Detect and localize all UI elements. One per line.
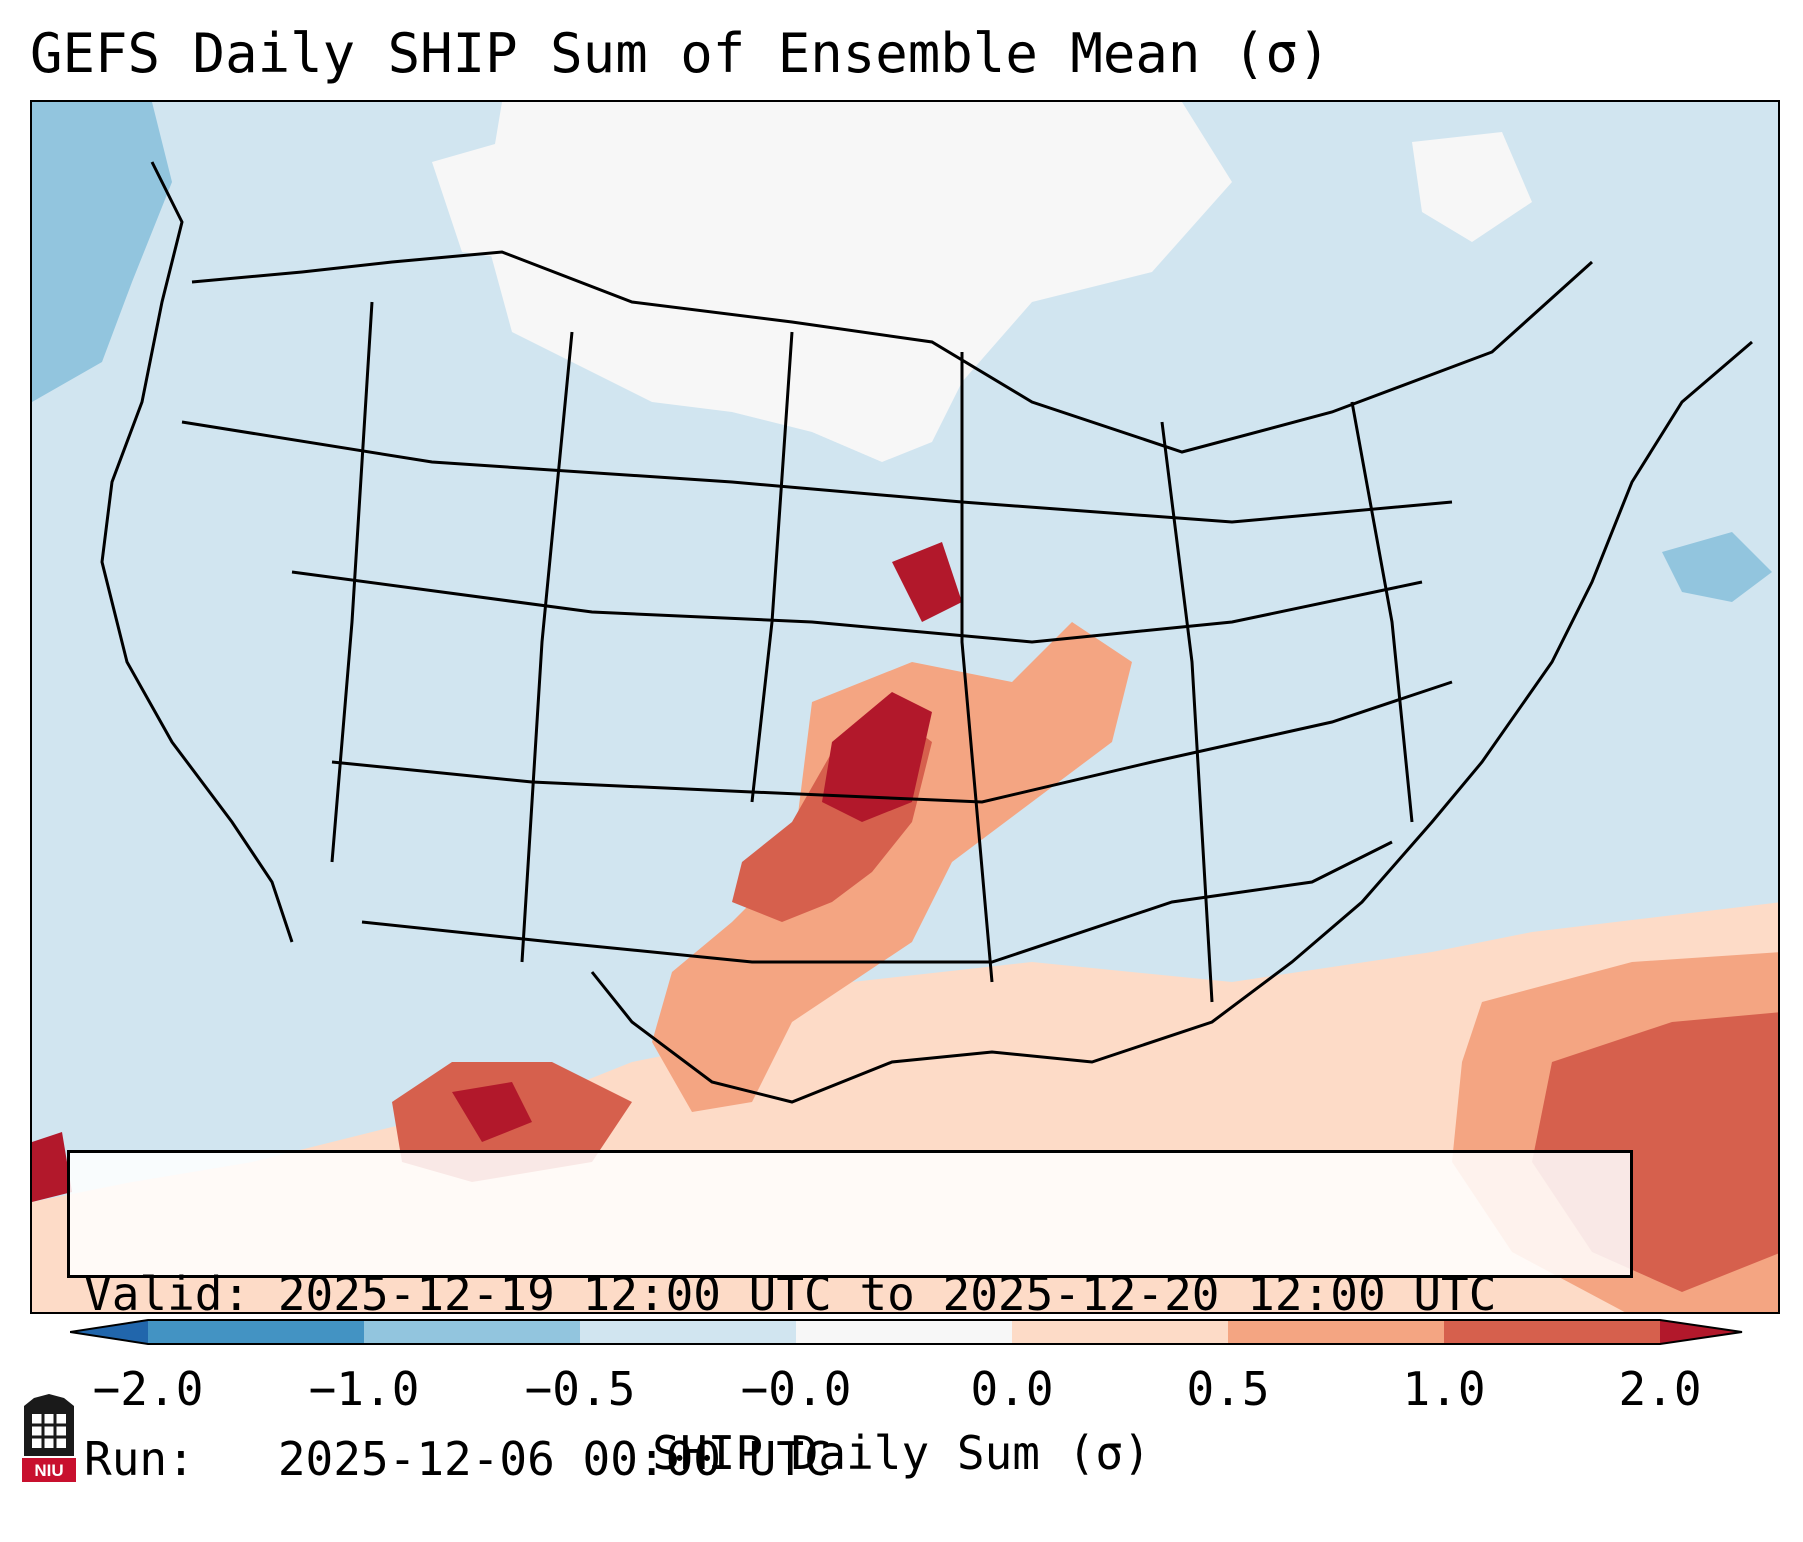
- meridian-line-3: [750, 331, 794, 803]
- colorbar-extend-high: [1660, 1320, 1742, 1344]
- colorbar-tick: 1.0: [1402, 1362, 1486, 1416]
- map-panel: [30, 100, 1780, 1314]
- colorbar-extend-low: [70, 1320, 148, 1344]
- colorbar-tick: −1.0: [308, 1362, 420, 1416]
- meridian-line-1: [330, 301, 374, 863]
- niu-logo-text: NIU: [34, 1461, 63, 1480]
- west-positive-core: [32, 1132, 72, 1202]
- colorbar-tick: −0.5: [524, 1362, 636, 1416]
- colorbar-tick: −0.0: [740, 1362, 852, 1416]
- mexico-positive-core: [452, 1082, 532, 1142]
- meridian-line-6: [1350, 401, 1414, 823]
- near-zero-northern-area: [482, 102, 1232, 462]
- near-zero-patch-2: [1412, 132, 1532, 242]
- colorbar-tick: 2.0: [1618, 1362, 1702, 1416]
- colorbar-bin-5: [1012, 1320, 1228, 1344]
- gulf-atlantic-coastline: [590, 340, 1753, 1104]
- colorbar-bin-2: [364, 1320, 580, 1344]
- missouri-positive-core: [892, 542, 962, 622]
- colorbar-tick: 0.5: [1186, 1362, 1270, 1416]
- colorbar-bin-7: [1444, 1320, 1660, 1344]
- meridian-line-2: [520, 331, 574, 963]
- colorbar-tick: 0.0: [970, 1362, 1054, 1416]
- northern-border: [191, 250, 1594, 454]
- colorbar-outline: [70, 1319, 1743, 1345]
- state-line-2: [291, 570, 1423, 644]
- colorbar-label: SHIP Daily Sum (σ): [652, 1426, 1151, 1480]
- meridian-line-4: [960, 352, 994, 983]
- west-coastline: [100, 161, 294, 943]
- near-zero-patch-1: [432, 142, 552, 262]
- run-time-text: Run: 2025-12-06 00:00 UTC: [84, 1432, 832, 1486]
- colorbar-bin-3: [580, 1320, 796, 1344]
- pacific-negative-area: [32, 102, 172, 402]
- ship-field-map: [32, 102, 1778, 1312]
- colorbar-tick: −2.0: [92, 1362, 204, 1416]
- valid-time-text: Valid: 2025-12-19 12:00 UTC to 2025-12-2…: [84, 1267, 1497, 1321]
- plains-positive-core: [822, 692, 932, 822]
- colorbar-bin-1: [148, 1320, 364, 1344]
- state-line-1: [181, 420, 1453, 524]
- state-line-4: [361, 840, 1393, 964]
- plains-positive-medium: [652, 622, 1132, 1112]
- colorbar: [70, 1319, 1743, 1345]
- colorbar-bin-4: [796, 1320, 1012, 1344]
- map-title: GEFS Daily SHIP Sum of Ensemble Mean (σ): [30, 22, 1331, 85]
- atlantic-negative-area: [1662, 532, 1772, 602]
- colorbar-bin-6: [1228, 1320, 1444, 1344]
- meridian-line-5: [1160, 421, 1214, 1003]
- validity-info-box: Valid: 2025-12-19 12:00 UTC to 2025-12-2…: [67, 1150, 1633, 1486]
- niu-logo: NIU: [22, 1394, 76, 1482]
- boundary-lines: [100, 161, 1753, 1104]
